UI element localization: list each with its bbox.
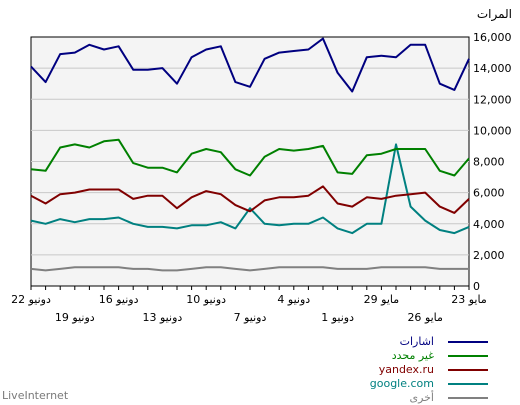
legend-item-yandex: yandex.ru: [378, 363, 490, 377]
y-tick-labels: 0 2,000 4,000 6,000 8,000 10,000 12,000 14,000 1…: [473, 31, 512, 293]
x-tick-label: 23 مايو: [451, 293, 487, 306]
y-tick-label: 4,000: [473, 218, 505, 231]
x-tick-label: 16 دونيو: [99, 293, 139, 306]
legend-swatch: [448, 397, 488, 399]
legend-swatch: [448, 369, 488, 371]
legend-swatch: [448, 383, 488, 385]
y-tick-label: 16,000: [473, 31, 512, 44]
legend-label: yandex.ru: [378, 363, 434, 376]
y-tick-label: 12,000: [473, 93, 512, 106]
y-tick-label: 10,000: [473, 124, 512, 137]
legend-swatch: [448, 355, 488, 357]
legend-label: غير محدد: [391, 349, 434, 362]
series-line: [30, 138, 470, 177]
x-axis-ticks: [30, 286, 470, 290]
x-tick-label: 19 دونيو: [55, 311, 95, 324]
series-line: [30, 37, 470, 93]
y-tick-label: 6,000: [473, 187, 505, 200]
x-tick-label: 13 دونيو: [143, 311, 183, 324]
y-tick-label: 14,000: [473, 62, 512, 75]
gridlines: [31, 67, 469, 256]
legend-item-other: أخرى: [380, 391, 490, 405]
legend-label: أخرى: [409, 391, 434, 404]
series-line: [30, 185, 470, 214]
line-chart: المرات 0 2,000 4,000 6,000 8,000 10,000 12,000…: [11, 7, 512, 324]
x-tick-label: 26 مايو: [407, 311, 443, 324]
x-tick-label: 10 دونيو: [186, 293, 226, 306]
liveinternet-credit: LiveInternet: [2, 389, 69, 402]
x-tick-label: 4 دونيو: [277, 293, 310, 306]
legend-label: google.com: [369, 377, 434, 390]
x-tick-labels: 22 دونيو 16 دونيو 10 دونيو 4 دونيو 29 مايو 23…: [11, 293, 487, 324]
x-tick-label: 22 دونيو: [11, 293, 51, 306]
legend: اشارات غير محدد yandex.ru google.com أخر…: [370, 335, 490, 405]
y-tick-label: 0: [473, 280, 480, 293]
y-tick-label: 8,000: [473, 156, 505, 169]
legend-item-mentions: اشارات: [380, 335, 490, 349]
legend-item-undefined: غير محدد: [380, 349, 490, 363]
series-line: [30, 266, 469, 272]
series-line: [30, 143, 470, 235]
legend-item-google: google.com: [370, 377, 490, 391]
y-tick-label: 2,000: [473, 249, 505, 262]
x-tick-label: 7 دونيو: [234, 311, 267, 324]
x-tick-label: 29 مايو: [364, 293, 400, 306]
x-tick-label: 1 دونيو: [321, 311, 354, 324]
y-axis-label: المرات: [477, 7, 512, 22]
series-lines: [30, 37, 470, 272]
legend-swatch: [448, 341, 488, 343]
legend-label: اشارات: [399, 335, 434, 348]
